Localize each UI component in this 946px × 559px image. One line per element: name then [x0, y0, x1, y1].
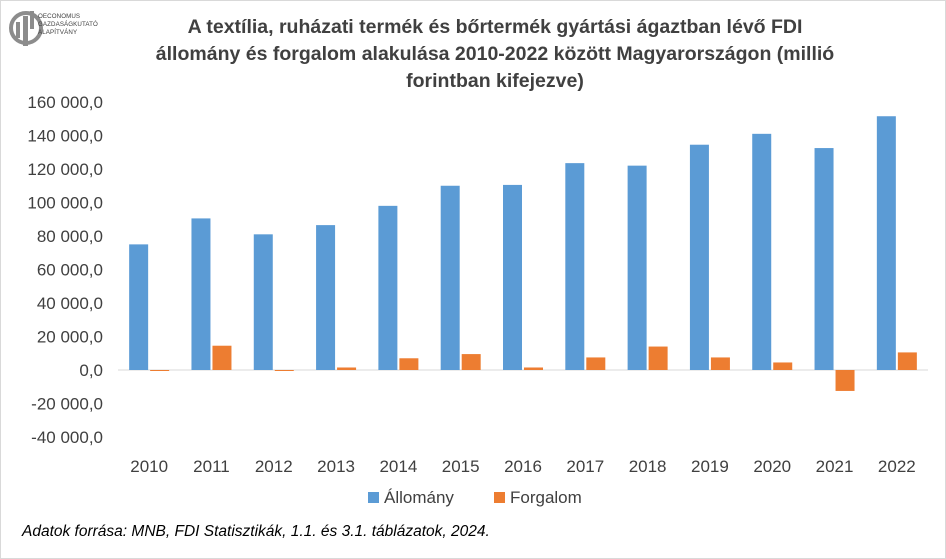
legend-forgalom-label: Forgalom [510, 488, 582, 507]
bar-forgalom [835, 370, 855, 391]
bar-allomany [752, 133, 772, 370]
chart-title-line: forintban kifejezve) [406, 70, 584, 92]
chart-title: A textília, ruházati termék és bőrtermék… [100, 14, 890, 95]
bar-forgalom [274, 370, 294, 371]
logo-line: GAZDASÁGKUTATÓ [38, 21, 98, 28]
x-tick-label: 2018 [629, 457, 667, 476]
x-tick-label: 2022 [878, 457, 916, 476]
chart-title-line: A textília, ruházati termék és bőrtermék… [187, 16, 803, 38]
bar-forgalom [150, 370, 170, 371]
source-note: Adatok forrása: MNB, FDI Statisztikák, 1… [22, 523, 490, 540]
bar-allomany [253, 234, 273, 370]
bar-allomany [440, 185, 460, 370]
bar-allomany [689, 144, 709, 370]
y-tick-label: 80 000,0 [37, 227, 103, 246]
y-tick-label: 0,0 [79, 361, 103, 380]
y-tick-label: -20 000,0 [31, 395, 103, 414]
bar-allomany [503, 184, 522, 370]
x-tick-label: 2015 [442, 457, 480, 476]
x-tick-label: 2014 [379, 457, 417, 476]
y-tick-label: 40 000,0 [37, 294, 103, 313]
x-tick-label: 2016 [504, 457, 542, 476]
logo-text: OECONOMUS GAZDASÁGKUTATÓ ALAPÍTVÁNY [38, 13, 98, 37]
logo-line: ALAPÍTVÁNY [38, 29, 78, 36]
bar-allomany [316, 225, 336, 370]
bar-forgalom [648, 346, 668, 370]
legend-forgalom-swatch [494, 492, 505, 503]
y-tick-label: 60 000,0 [37, 261, 103, 280]
legend-allomany-swatch [368, 492, 379, 503]
bar-forgalom [586, 357, 606, 370]
bar-allomany [378, 205, 398, 370]
oeconomus-logo-icon [9, 11, 43, 46]
y-tick-label: 140 000,0 [27, 127, 103, 146]
bar-forgalom [212, 345, 232, 370]
bar-forgalom [337, 367, 357, 370]
bar-allomany [191, 218, 211, 370]
x-tick-label: 2019 [691, 457, 729, 476]
bar-forgalom [524, 367, 543, 370]
x-tick-label: 2021 [816, 457, 854, 476]
bar-forgalom [461, 354, 481, 370]
bar-allomany [565, 163, 585, 370]
y-tick-label: -40 000,0 [31, 428, 103, 447]
chart-title-line: állomány és forgalom alakulása 2010-2022… [155, 43, 835, 65]
x-tick-label: 2011 [193, 457, 230, 476]
x-tick-label: 2013 [317, 457, 355, 476]
x-tick-label: 2017 [566, 457, 604, 476]
bar-allomany [129, 244, 149, 370]
bar-forgalom [897, 352, 917, 370]
bar-allomany [876, 116, 896, 370]
y-tick-label: 20 000,0 [37, 328, 103, 347]
bar-forgalom [710, 357, 730, 370]
y-tick-label: 160 000,0 [27, 93, 103, 112]
x-tick-label: 2012 [255, 457, 293, 476]
bar-forgalom [399, 358, 419, 370]
bar-allomany [627, 165, 647, 370]
y-tick-label: 100 000,0 [27, 194, 103, 213]
y-tick-label: 120 000,0 [27, 160, 103, 179]
bar-allomany [814, 148, 834, 370]
x-tick-label: 2020 [753, 457, 791, 476]
legend-allomany-label: Állomány [384, 488, 454, 507]
bar-forgalom [773, 362, 793, 370]
logo-line: OECONOMUS [38, 13, 81, 20]
x-tick-label: 2010 [130, 457, 168, 476]
